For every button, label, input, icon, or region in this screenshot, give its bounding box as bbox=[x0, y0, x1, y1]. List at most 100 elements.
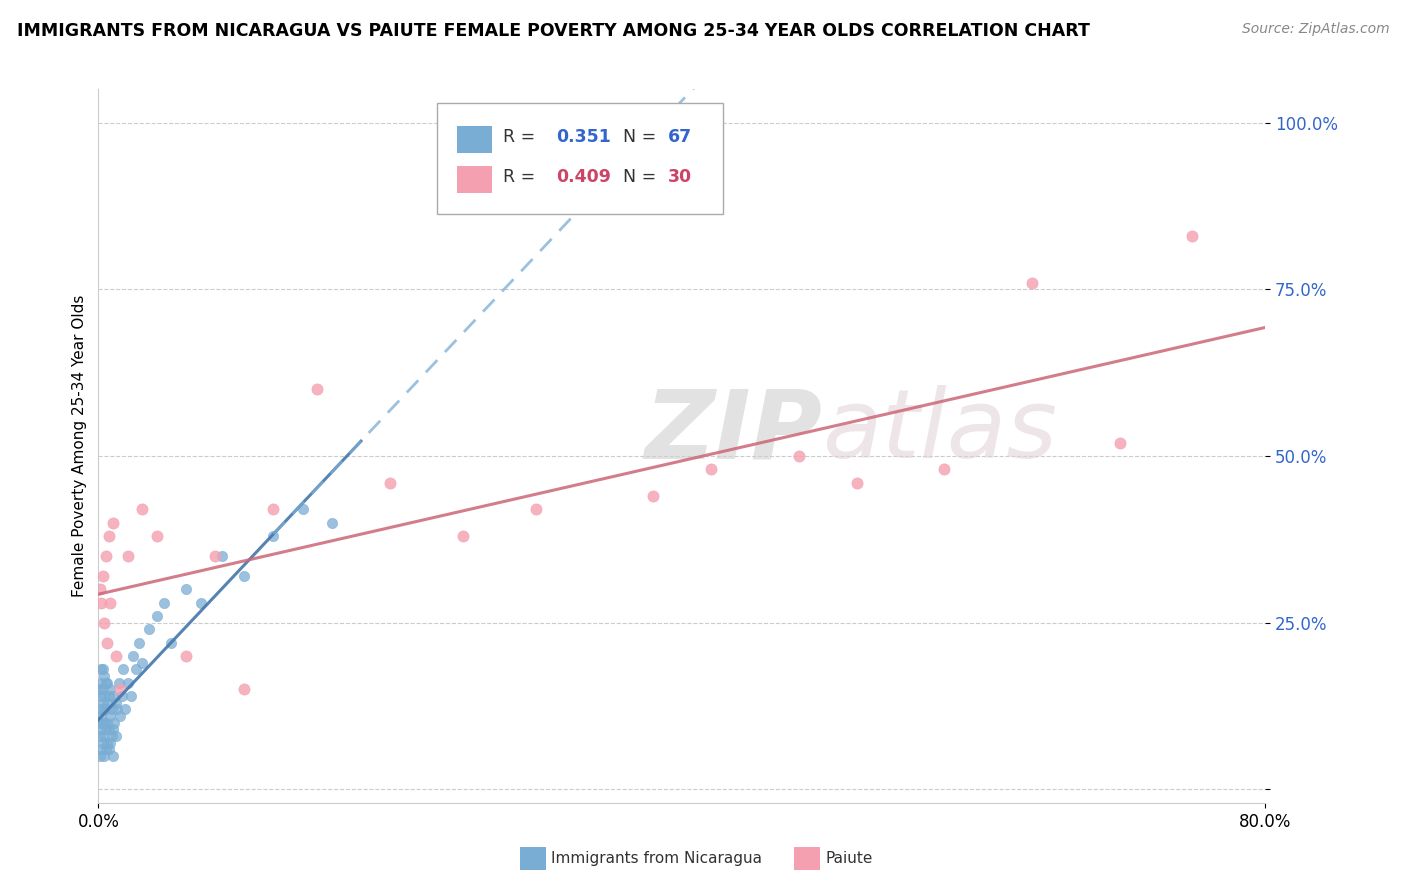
Point bbox=[89, 729, 111, 743]
Point bbox=[93, 729, 115, 743]
Point bbox=[174, 649, 197, 664]
Text: Source: ZipAtlas.com: Source: ZipAtlas.com bbox=[1241, 22, 1389, 37]
Point bbox=[96, 675, 118, 690]
Point bbox=[94, 742, 117, 756]
Point bbox=[146, 529, 169, 543]
Point bbox=[101, 689, 124, 703]
Point bbox=[90, 596, 112, 610]
Point bbox=[131, 656, 153, 670]
Point bbox=[96, 636, 118, 650]
Point bbox=[103, 715, 125, 730]
Point bbox=[122, 649, 145, 664]
Point bbox=[96, 696, 118, 710]
Point bbox=[262, 502, 284, 516]
Point bbox=[110, 709, 132, 723]
Point bbox=[160, 636, 183, 650]
Point bbox=[101, 723, 124, 737]
Text: R =: R = bbox=[503, 128, 541, 146]
Point bbox=[98, 736, 121, 750]
Point bbox=[104, 649, 127, 664]
Point bbox=[321, 516, 343, 530]
Point bbox=[380, 475, 402, 490]
Point bbox=[98, 682, 121, 697]
Point bbox=[93, 715, 115, 730]
Text: 0.351: 0.351 bbox=[555, 128, 610, 146]
Point bbox=[93, 749, 115, 764]
Point bbox=[291, 502, 314, 516]
Point bbox=[131, 502, 153, 516]
Point bbox=[91, 715, 114, 730]
Point bbox=[94, 723, 117, 737]
Point bbox=[90, 689, 112, 703]
Text: R =: R = bbox=[503, 168, 541, 186]
Point bbox=[96, 715, 118, 730]
Point bbox=[90, 675, 112, 690]
Text: atlas: atlas bbox=[823, 385, 1057, 478]
Point bbox=[262, 529, 284, 543]
Text: 0.409: 0.409 bbox=[555, 168, 610, 186]
Point bbox=[91, 662, 114, 676]
Point bbox=[641, 489, 664, 503]
Point bbox=[190, 596, 212, 610]
Point bbox=[204, 549, 226, 563]
Point bbox=[112, 662, 135, 676]
Point bbox=[94, 675, 117, 690]
Point bbox=[91, 682, 114, 697]
Point bbox=[93, 702, 115, 716]
Point bbox=[89, 749, 111, 764]
Point bbox=[97, 742, 120, 756]
Point bbox=[105, 702, 128, 716]
Text: 30: 30 bbox=[668, 168, 692, 186]
Y-axis label: Female Poverty Among 25-34 Year Olds: Female Poverty Among 25-34 Year Olds bbox=[72, 295, 87, 597]
Point bbox=[1181, 228, 1204, 243]
Point bbox=[211, 549, 233, 563]
FancyBboxPatch shape bbox=[437, 103, 723, 214]
Point bbox=[91, 736, 114, 750]
Point bbox=[846, 475, 869, 490]
Point bbox=[104, 729, 127, 743]
Point bbox=[89, 702, 111, 716]
Text: N =: N = bbox=[612, 128, 662, 146]
Point bbox=[90, 742, 112, 756]
Point bbox=[451, 529, 474, 543]
Point bbox=[94, 549, 117, 563]
Point bbox=[94, 702, 117, 716]
Point bbox=[934, 462, 956, 476]
Text: N =: N = bbox=[612, 168, 662, 186]
Point bbox=[98, 596, 121, 610]
Point bbox=[97, 529, 120, 543]
Point bbox=[153, 596, 176, 610]
Point bbox=[93, 689, 115, 703]
Point bbox=[120, 689, 142, 703]
Point bbox=[307, 382, 329, 396]
FancyBboxPatch shape bbox=[457, 166, 492, 193]
Text: Immigrants from Nicaragua: Immigrants from Nicaragua bbox=[551, 851, 762, 866]
Point bbox=[110, 682, 132, 697]
Point bbox=[524, 502, 547, 516]
Point bbox=[96, 736, 118, 750]
Point bbox=[700, 462, 723, 476]
Point bbox=[101, 516, 124, 530]
Point bbox=[97, 723, 120, 737]
Point bbox=[98, 709, 121, 723]
Point bbox=[104, 696, 127, 710]
Point bbox=[93, 615, 115, 630]
Point bbox=[138, 623, 160, 637]
Point bbox=[787, 449, 810, 463]
Point bbox=[1108, 435, 1130, 450]
Point bbox=[108, 675, 131, 690]
Point bbox=[1021, 276, 1043, 290]
Point bbox=[146, 609, 169, 624]
Point bbox=[233, 682, 256, 697]
Point bbox=[90, 723, 112, 737]
Text: 67: 67 bbox=[668, 128, 692, 146]
Point bbox=[117, 549, 139, 563]
Point bbox=[90, 662, 112, 676]
Point bbox=[125, 662, 148, 676]
Point bbox=[114, 702, 136, 716]
Point bbox=[89, 715, 111, 730]
Point bbox=[93, 669, 115, 683]
Point bbox=[91, 696, 114, 710]
Point bbox=[174, 582, 197, 597]
Text: ZIP: ZIP bbox=[644, 385, 823, 478]
